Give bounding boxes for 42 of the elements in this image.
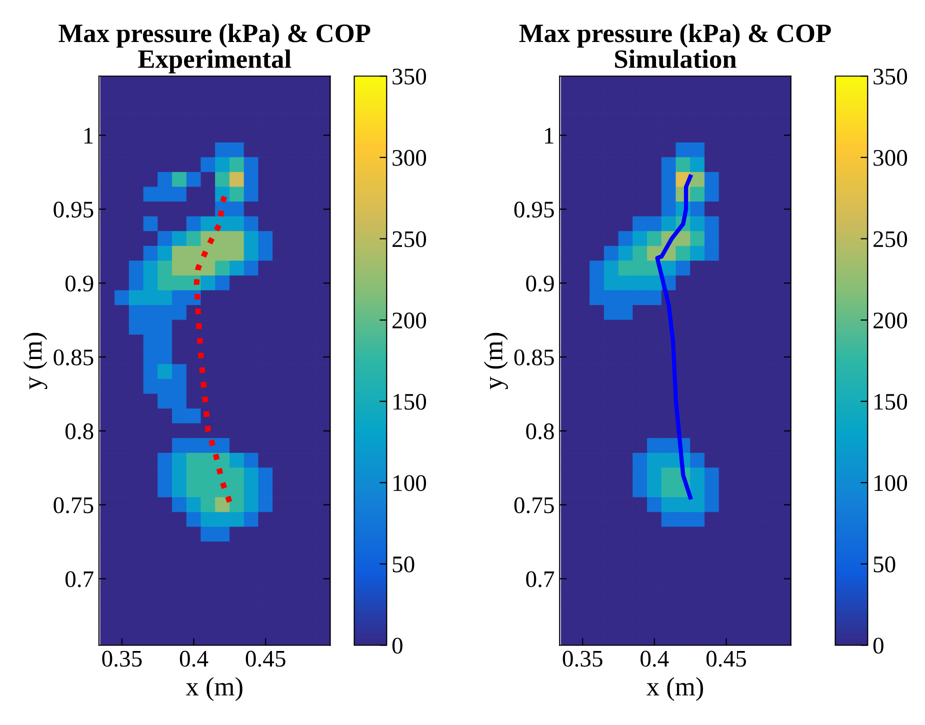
x-tick-label: 0.35 (562, 650, 602, 667)
x-axis-title: x (m) (186, 677, 242, 702)
color-bar-label: 150 (394, 394, 426, 410)
x-tick-label: 0.45 (706, 650, 746, 667)
color-bar-label: 150 (874, 394, 908, 410)
color-bar-label: 0 (392, 638, 402, 654)
color-bar-label: 100 (394, 475, 426, 492)
x-tick-label: 0.4 (180, 650, 208, 667)
y-axis-title: y (m) (484, 332, 508, 390)
x-tick-label: 0.35 (102, 650, 142, 667)
y-tick-label: 0.8 (66, 423, 94, 440)
x-tick-label: 0.4 (640, 650, 669, 667)
y-tick-label: 0.75 (54, 497, 94, 514)
y-tick-label: 0.7 (66, 571, 94, 588)
y-tick-label: 0.95 (54, 202, 94, 218)
color-bar-label: 350 (392, 68, 426, 85)
y-tick-label: 1 (545, 128, 554, 144)
y-tick-label: 0.85 (54, 349, 94, 366)
y-tick-label: 0.8 (526, 423, 554, 440)
y-tick-label: 0.95 (514, 202, 554, 218)
y-tick-label: 1 (84, 128, 93, 144)
x-axis-title: x (m) (646, 677, 704, 702)
y-tick-label: 0.7 (526, 571, 554, 588)
color-bar-label: 200 (392, 312, 426, 328)
color-bar-label: 250 (874, 231, 908, 248)
color-bar-label: 200 (874, 312, 908, 328)
color-bar-label: 300 (874, 150, 908, 166)
x-tick-label: 0.45 (246, 650, 286, 667)
color-bar-label: 0 (873, 638, 884, 654)
chart-title: Max pressure (kPa) & COP Experimental (58, 24, 370, 74)
color-bar-label: 350 (874, 68, 908, 85)
color-bar-label: 50 (874, 556, 896, 572)
y-tick-label: 0.9 (526, 276, 554, 292)
y-tick-label: 0.85 (514, 349, 554, 366)
color-bar-label: 100 (874, 475, 908, 492)
color-bar-label: 300 (392, 150, 426, 166)
color-bar-label: 250 (392, 231, 426, 248)
y-axis-title: y (m) (23, 332, 48, 390)
y-tick-label: 0.9 (66, 276, 94, 292)
color-bar-label: 50 (392, 556, 414, 572)
chart-title: Max pressure (kPa) & COP Simulation (519, 24, 831, 68)
y-tick-label: 0.75 (514, 497, 554, 514)
